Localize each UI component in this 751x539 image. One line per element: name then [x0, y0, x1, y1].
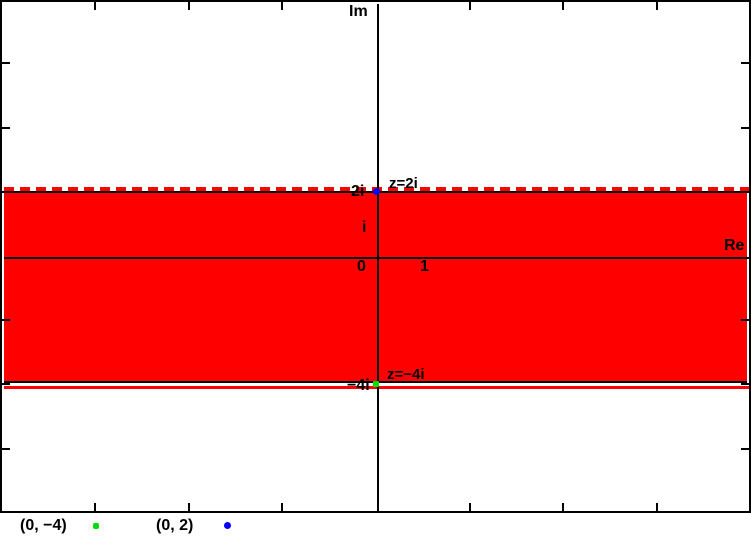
- axis-tick: [2, 126, 10, 129]
- imaginary-axis-label: Im: [349, 3, 368, 20]
- axis-tick: [656, 2, 659, 10]
- axis-tick: [562, 503, 565, 511]
- axis-tick: [93, 503, 96, 511]
- axis-tick: [468, 503, 471, 511]
- axis-tick: [741, 126, 749, 129]
- axis-tick: [468, 2, 471, 10]
- axis-tick: [741, 447, 749, 450]
- tick-label-1: 1: [420, 258, 429, 275]
- axis-tick: [187, 2, 190, 10]
- real-axis-label: Re: [724, 237, 745, 254]
- annotation-z-neg4i: z=−4i: [387, 366, 425, 383]
- axis-tick: [562, 2, 565, 10]
- annotation-z-2i: z=2i: [389, 175, 418, 192]
- tick-label-0: 0: [357, 258, 366, 275]
- axis-tick: [93, 2, 96, 10]
- axis-tick: [281, 503, 284, 511]
- axis-tick: [281, 2, 284, 10]
- legend-label-point-0-neg4: (0, −4): [20, 517, 67, 534]
- axis-tick: [741, 62, 749, 65]
- axis-tick: [656, 503, 659, 511]
- tick-label-i: i: [362, 219, 367, 236]
- plot-area: [0, 0, 751, 513]
- tick-label-neg4i: −4i: [347, 377, 370, 394]
- axis-tick: [2, 447, 10, 450]
- real-axis: [4, 257, 749, 259]
- boundary-line-z-neg4i: [4, 386, 749, 389]
- shaded-region: [4, 191, 747, 383]
- axis-tick: [187, 503, 190, 511]
- legend-label-point-0-2: (0, 2): [156, 517, 194, 534]
- legend-marker-green-square-icon: [93, 523, 99, 529]
- axis-tick: [2, 62, 10, 65]
- legend-marker-blue-dot-icon: [224, 522, 231, 529]
- tick-label-2i: 2i: [351, 183, 365, 200]
